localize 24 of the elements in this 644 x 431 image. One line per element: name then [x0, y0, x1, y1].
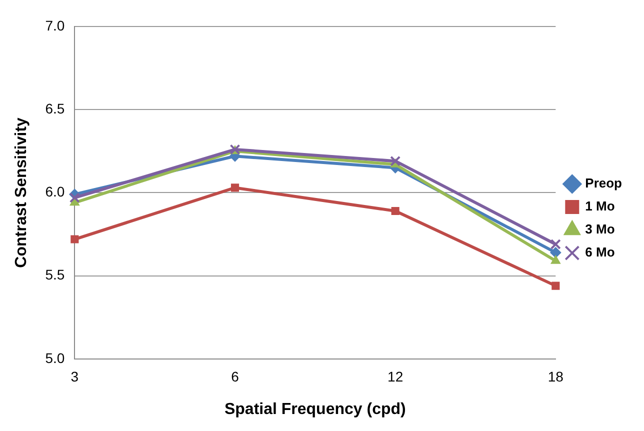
x-tick-label: 12	[388, 368, 404, 384]
point	[70, 235, 79, 244]
point	[550, 239, 561, 250]
x-tick-label: 3	[70, 368, 79, 384]
point	[390, 156, 401, 166]
point	[550, 247, 562, 258]
y-tick-label: 7.0	[45, 17, 65, 34]
point	[230, 184, 240, 192]
y-axis-title: Contrast Sensitivity	[13, 117, 30, 268]
point	[550, 255, 560, 264]
y-tick-label: 6.0	[45, 184, 65, 200]
y-tick-label: 6.5	[45, 100, 65, 116]
point	[552, 282, 560, 290]
point	[391, 206, 400, 216]
y-tick-label: 5.5	[45, 266, 65, 283]
y-tick-label: 5.0	[45, 350, 65, 366]
legend-label: 3 Mo	[585, 222, 615, 237]
point	[69, 192, 80, 203]
x-axis-title: Spatial Frequency (cpd)	[224, 400, 406, 418]
legend-label: 6 Mo	[585, 244, 615, 260]
legend-label: Preop	[585, 176, 622, 191]
legend-label: 1 Mo	[585, 198, 615, 214]
x-tick-label: 18	[548, 368, 564, 384]
x-tick-label: 6	[231, 368, 240, 384]
